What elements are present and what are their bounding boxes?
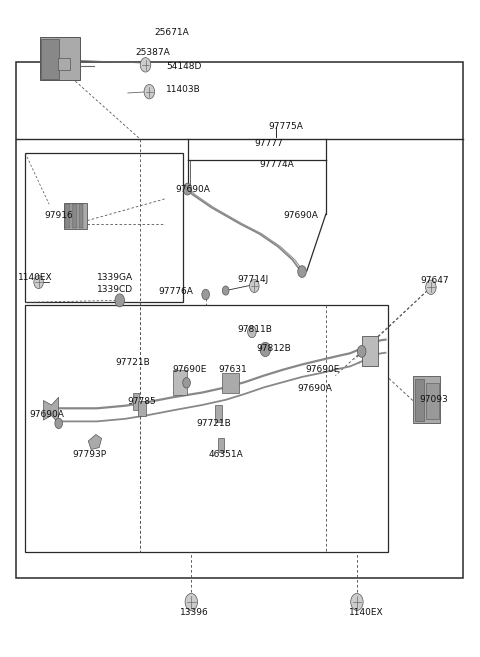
Bar [362, 336, 378, 366]
Circle shape [351, 593, 363, 610]
Text: 97690A: 97690A [283, 211, 318, 220]
Circle shape [250, 279, 259, 292]
Text: 97690E: 97690E [172, 365, 206, 374]
Text: 97721B: 97721B [115, 358, 150, 367]
Circle shape [55, 418, 62, 428]
Circle shape [222, 286, 229, 295]
Text: 97811B: 97811B [238, 325, 273, 334]
Circle shape [298, 265, 306, 277]
Text: 97812B: 97812B [257, 344, 291, 353]
Text: 1339CD: 1339CD [97, 284, 133, 294]
Text: 97793P: 97793P [72, 449, 106, 459]
Text: 46351A: 46351A [209, 449, 244, 459]
Text: 97776A: 97776A [159, 287, 194, 296]
Bar [215, 405, 222, 422]
Text: 54148D: 54148D [166, 62, 202, 72]
Bar [39, 37, 80, 80]
Text: 97785: 97785 [128, 397, 156, 406]
Bar [65, 204, 70, 228]
Bar [25, 153, 183, 302]
Polygon shape [88, 434, 102, 449]
Bar [415, 379, 424, 421]
Bar [72, 204, 77, 228]
Bar [217, 438, 224, 452]
Bar [173, 371, 187, 396]
Circle shape [115, 294, 124, 307]
Text: 97777: 97777 [254, 139, 283, 148]
Circle shape [183, 378, 191, 388]
Text: 1140EX: 1140EX [18, 273, 53, 282]
Text: 97690A: 97690A [297, 384, 332, 393]
Circle shape [140, 58, 151, 72]
Bar [413, 376, 441, 423]
Text: 97690A: 97690A [176, 185, 210, 194]
Text: 25671A: 25671A [154, 28, 189, 37]
Bar [16, 62, 463, 578]
Bar [79, 204, 84, 228]
Bar [132, 394, 139, 410]
Text: 97775A: 97775A [269, 122, 303, 131]
Polygon shape [43, 397, 59, 423]
Text: 1140EX: 1140EX [349, 608, 384, 617]
Bar [40, 39, 59, 79]
Bar [64, 203, 87, 229]
Bar [25, 305, 388, 553]
Circle shape [426, 280, 436, 294]
Text: 13396: 13396 [180, 608, 209, 617]
Text: 1339GA: 1339GA [97, 273, 133, 282]
Circle shape [358, 346, 366, 357]
Circle shape [260, 342, 271, 357]
Text: 97690A: 97690A [29, 411, 64, 419]
Circle shape [185, 593, 198, 610]
Text: 97647: 97647 [420, 276, 449, 285]
Bar [138, 401, 146, 415]
Text: 97690E: 97690E [306, 365, 340, 374]
Circle shape [183, 183, 192, 195]
Text: 11403B: 11403B [166, 85, 201, 94]
Circle shape [144, 85, 155, 99]
Bar [58, 58, 70, 70]
Bar [222, 373, 239, 393]
Text: 97774A: 97774A [259, 160, 294, 170]
Circle shape [248, 326, 256, 338]
Circle shape [202, 289, 209, 300]
Text: 97631: 97631 [218, 365, 247, 374]
Text: 25387A: 25387A [135, 48, 170, 57]
Text: 97714J: 97714J [238, 275, 269, 284]
Text: 97916: 97916 [44, 211, 73, 220]
Bar [426, 383, 439, 419]
Circle shape [34, 275, 43, 288]
Text: 97093: 97093 [419, 395, 448, 403]
Text: 97721B: 97721B [196, 419, 231, 428]
